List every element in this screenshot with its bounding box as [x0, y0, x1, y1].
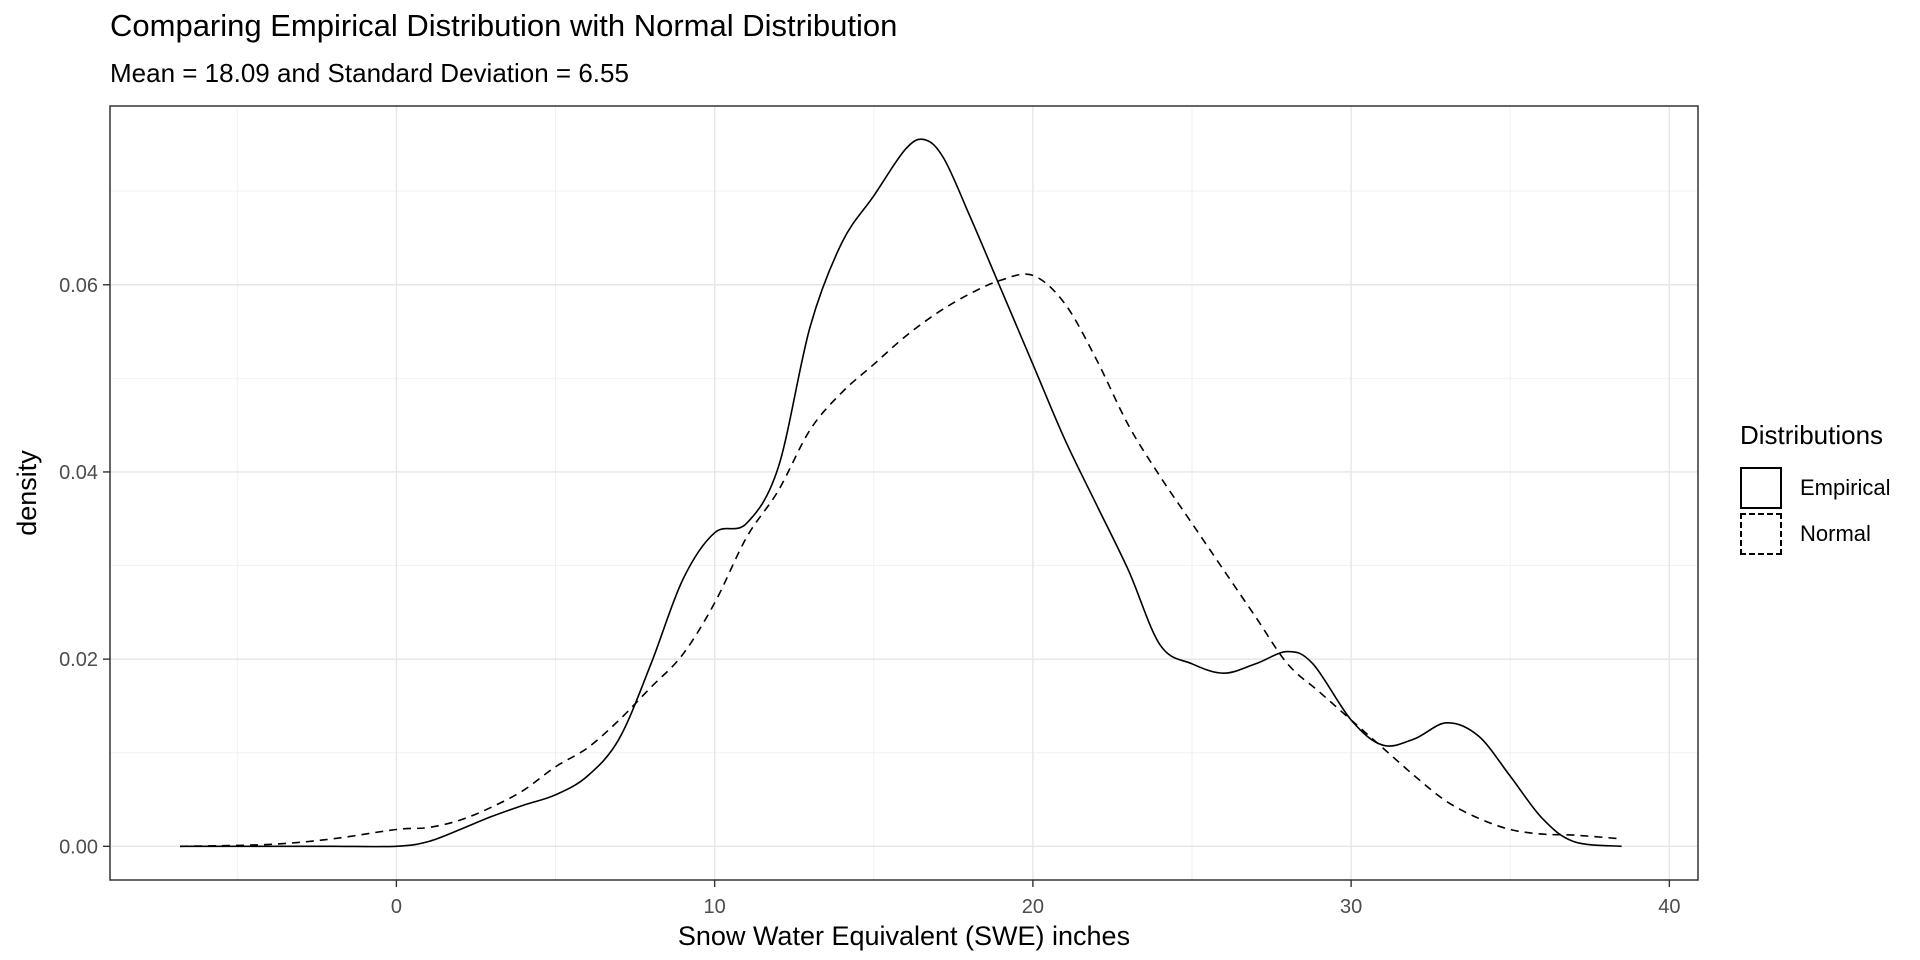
x-tick-label: 10 [704, 896, 726, 918]
legend-title: Distributions [1740, 420, 1884, 450]
y-tick-label: 0.02 [59, 649, 98, 671]
x-tick-label: 20 [1022, 896, 1044, 918]
y-axis-label: density [12, 450, 42, 536]
x-tick-label: 30 [1340, 896, 1362, 918]
y-tick-label: 0.04 [59, 462, 98, 484]
chart-subtitle: Mean = 18.09 and Standard Deviation = 6.… [110, 58, 629, 88]
x-tick-label: 0 [391, 896, 402, 918]
legend-key-dashed-line [1740, 513, 1782, 555]
legend-item-normal: Normal [1740, 511, 1890, 557]
plot-panel-border [109, 105, 1699, 881]
legend-item-empirical: Empirical [1740, 465, 1890, 511]
x-axis-label: Snow Water Equivalent (SWE) inches [678, 921, 1130, 951]
legend-label-empirical: Empirical [1800, 475, 1891, 500]
series-line-empirical [179, 138, 1622, 848]
axis-ticks: 0 10 20 30 40 0.00 0.02 0.04 0.06 [59, 275, 1680, 918]
x-tick-label: 40 [1658, 896, 1680, 918]
grid-lines [110, 106, 1698, 880]
legend-label-normal: Normal [1800, 521, 1871, 546]
series-line-normal [179, 273, 1622, 848]
series-lines [179, 138, 1622, 848]
chart-title: Comparing Empirical Distribution with No… [110, 8, 898, 43]
legend: Distributions Empirical Normal [1740, 420, 1890, 557]
y-tick-label: 0.00 [59, 836, 98, 858]
legend-key-solid-line [1740, 467, 1782, 509]
y-tick-label: 0.06 [59, 275, 98, 297]
